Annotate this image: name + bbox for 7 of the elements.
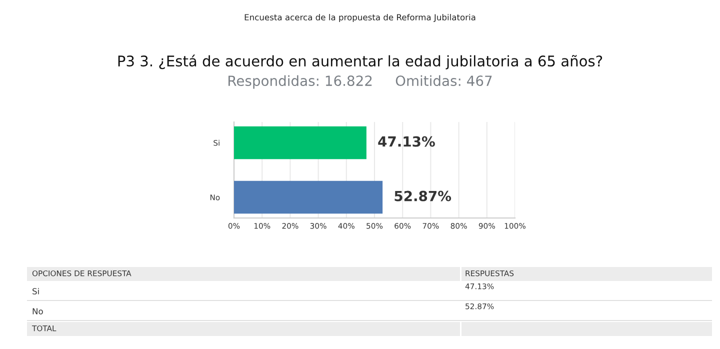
data-label: 52.87% xyxy=(394,190,452,202)
category-label: No xyxy=(32,308,43,314)
chart-title: P3 3. ¿Está de acuerdo en aumentar la edad jubilatoria a 65 años? xyxy=(118,54,602,70)
category-label: Si xyxy=(32,288,39,294)
chart-subtitle: Respondidas: 16.822 Omitidas: 467 xyxy=(228,75,492,89)
text: Encuesta acerca de la propuesta de Reforma Jubilatoria xyxy=(244,14,476,22)
data-label: 47.13% xyxy=(378,136,435,147)
